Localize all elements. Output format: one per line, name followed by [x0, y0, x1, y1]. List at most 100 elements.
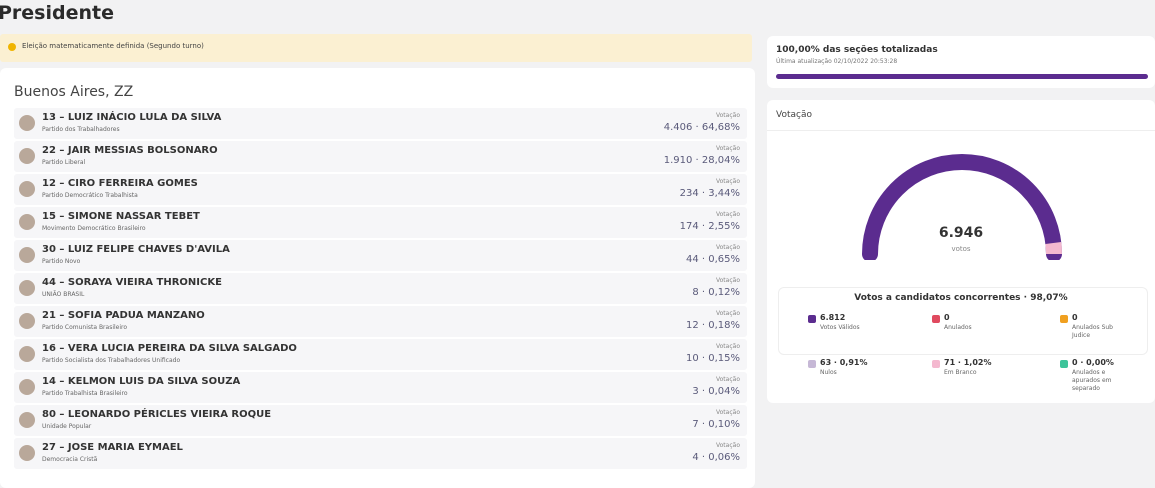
legend-label: Anulados: [944, 324, 972, 331]
votes-total: 6.946: [938, 225, 984, 241]
progress-title: 100,00% das seções totalizadas: [776, 45, 938, 55]
legend-label: Anulados Sub Judice: [1072, 324, 1113, 339]
candidate-result: 8 · 0,12%: [692, 287, 740, 298]
candidate-row: 13 – LUIZ INÁCIO LULA DA SILVA Partido do…: [14, 108, 747, 139]
result-label: Votação: [716, 145, 740, 152]
candidate-party: Partido Novo: [42, 258, 81, 265]
results-card: Buenos Aires, ZZ 13 – LUIZ INÁCIO LULA D…: [0, 68, 755, 488]
progress-card: 100,00% das seções totalizadas Última at…: [767, 36, 1155, 88]
legend-label: Em Branco: [944, 369, 977, 376]
legend-value: 0 · 0,00%: [1072, 358, 1114, 367]
votes-card: Votação 6.946 votos Votos a candidatos c…: [767, 100, 1155, 403]
candidate-row: 16 – VERA LUCIA PEREIRA DA SILVA SALGADO…: [14, 339, 747, 370]
candidate-party: Partido Comunista Brasileiro: [42, 324, 128, 331]
candidate-row: 22 – JAIR MESSIAS BOLSONARO Partido Liber…: [14, 141, 747, 172]
candidate-party: Partido Democrático Trabalhista: [42, 192, 138, 199]
candidate-row: 14 – KELMON LUIS DA SILVA SOUZA Partido T…: [14, 372, 747, 403]
legend-swatch: [1060, 360, 1068, 368]
votes-total-label: votos: [951, 245, 971, 253]
candidate-photo: [19, 148, 35, 164]
candidate-photo: [19, 313, 35, 329]
candidate-party: Movimento Democrático Brasileiro: [42, 225, 146, 232]
result-label: Votação: [716, 310, 740, 317]
candidate-name: 27 – JOSE MARIA EYMAEL: [42, 442, 183, 453]
legend-value: 0: [1072, 313, 1078, 322]
candidate-photo: [19, 346, 35, 362]
alert-text: Eleição matematicamente definida (Segund…: [22, 42, 204, 50]
candidate-name: 13 – LUIZ INÁCIO LULA DA SILVA: [42, 112, 222, 123]
candidate-name: 14 – KELMON LUIS DA SILVA SOUZA: [42, 376, 241, 387]
candidate-party: Partido Socialista dos Trabalhadores Uni…: [42, 357, 181, 364]
candidate-result: 174 · 2,55%: [679, 221, 740, 232]
candidate-row: 27 – JOSE MARIA EYMAEL Democracia Cristã V…: [14, 438, 747, 469]
candidate-photo: [19, 445, 35, 461]
candidate-name: 30 – LUIZ FELIPE CHAVES D'AVILA: [42, 244, 230, 255]
candidate-party: Partido dos Trabalhadores: [42, 126, 120, 133]
alert-icon: [8, 43, 16, 51]
result-label: Votação: [716, 442, 740, 449]
candidate-row: 21 – SOFIA PADUA MANZANO Partido Comunist…: [14, 306, 747, 337]
gauge-arc-end: [1045, 242, 1062, 255]
candidate-row: 80 – LEONARDO PÉRICLES VIEIRA ROQUE Unida…: [14, 405, 747, 436]
candidate-photo: [19, 247, 35, 263]
result-label: Votação: [716, 277, 740, 284]
summary-title: Votos a candidatos concorrentes · 98,07%: [854, 293, 1068, 303]
result-label: Votação: [716, 178, 740, 185]
candidate-result: 10 · 0,15%: [685, 353, 740, 364]
candidate-result: 12 · 0,18%: [685, 320, 740, 331]
result-label: Votação: [716, 376, 740, 383]
candidate-photo: [19, 115, 35, 131]
legend-value: 6.812: [820, 313, 846, 322]
legend-value: 63 · 0,91%: [820, 358, 868, 367]
candidate-row: 15 – SIMONE NASSAR TEBET Movimento Democr…: [14, 207, 747, 238]
result-label: Votação: [716, 211, 740, 218]
candidate-name: 15 – SIMONE NASSAR TEBET: [42, 211, 200, 222]
candidate-result: 1.910 · 28,04%: [663, 155, 740, 166]
location: Buenos Aires, ZZ: [14, 84, 134, 100]
candidate-result: 3 · 0,04%: [692, 386, 740, 397]
result-label: Votação: [716, 343, 740, 350]
legend-label: Anulados e apurados em separado: [1072, 369, 1112, 392]
candidate-photo: [19, 280, 35, 296]
candidate-photo: [19, 412, 35, 428]
candidate-party: Partido Liberal: [42, 159, 86, 166]
legend-swatch: [808, 315, 816, 323]
progress-bar: [776, 74, 1148, 79]
gauge-arc: [862, 154, 1062, 260]
gauge: [862, 154, 1062, 260]
legend-swatch: [808, 360, 816, 368]
candidate-result: 4.406 · 64,68%: [663, 122, 740, 133]
legend-swatch: [932, 315, 940, 323]
alert: Eleição matematicamente definida (Segund…: [0, 34, 752, 62]
progress-updated: Última atualização 02/10/2022 20:53:28: [776, 58, 898, 65]
summary-box: [778, 287, 1148, 355]
candidate-name: 21 – SOFIA PADUA MANZANO: [42, 310, 205, 321]
legend-label: Votos Válidos: [820, 324, 860, 331]
legend-value: 0: [944, 313, 950, 322]
candidate-party: Unidade Popular: [42, 423, 92, 430]
candidate-party: Partido Trabalhista Brasileiro: [42, 390, 128, 397]
candidate-party: UNIÃO BRASIL: [42, 291, 85, 298]
result-label: Votação: [716, 112, 740, 119]
result-label: Votação: [716, 244, 740, 251]
candidate-result: 234 · 3,44%: [679, 188, 740, 199]
candidate-name: 44 – SORAYA VIEIRA THRONICKE: [42, 277, 222, 288]
legend-swatch: [1060, 315, 1068, 323]
legend-swatch: [932, 360, 940, 368]
candidate-photo: [19, 181, 35, 197]
candidate-row: 12 – CIRO FERREIRA GOMES Partido Democrát…: [14, 174, 747, 205]
votes-title: Votação: [776, 110, 812, 120]
candidate-photo: [19, 379, 35, 395]
candidate-name: 80 – LEONARDO PÉRICLES VIEIRA ROQUE: [42, 409, 272, 420]
candidate-result: 44 · 0,65%: [685, 254, 740, 265]
divider: [767, 130, 1155, 131]
candidate-row: 44 – SORAYA VIEIRA THRONICKE UNIÃO BRASIL…: [14, 273, 747, 304]
legend-label: Nulos: [820, 369, 837, 376]
result-label: Votação: [716, 409, 740, 416]
candidate-party: Democracia Cristã: [42, 456, 98, 463]
candidate-result: 4 · 0,06%: [692, 452, 740, 463]
candidate-name: 16 – VERA LUCIA PEREIRA DA SILVA SALGADO: [42, 343, 297, 354]
candidate-row: 30 – LUIZ FELIPE CHAVES D'AVILA Partido N…: [14, 240, 747, 271]
candidate-name: 12 – CIRO FERREIRA GOMES: [42, 178, 198, 189]
